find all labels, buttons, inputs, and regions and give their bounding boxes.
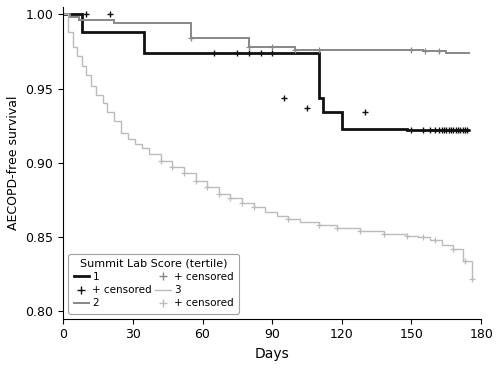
X-axis label: Days: Days bbox=[255, 347, 290, 361]
Legend: 1, + censored, 2, + censored, 3, + censored: 1, + censored, 2, + censored, 3, + censo… bbox=[68, 254, 238, 314]
Y-axis label: AECOPD-free survival: AECOPD-free survival bbox=[7, 96, 20, 230]
